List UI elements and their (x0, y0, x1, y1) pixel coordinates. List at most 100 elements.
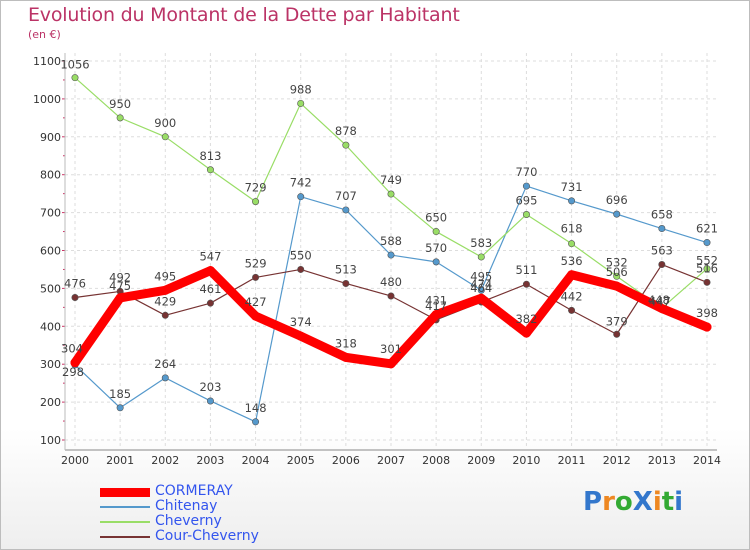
data-point-chitenay (297, 193, 305, 201)
data-point-cormeray (205, 266, 215, 276)
data-point-cormeray (702, 322, 712, 332)
data-label-cormeray: 304 (61, 342, 83, 356)
data-point-cour-cheverny (297, 265, 305, 273)
data-label-cormeray: 506 (606, 265, 628, 279)
x-tick-label: 2005 (287, 454, 315, 467)
data-point-chitenay (568, 197, 576, 205)
data-label-cormeray: 474 (470, 277, 492, 291)
data-point-chitenay (387, 251, 395, 259)
data-point-cheverny (297, 99, 305, 107)
data-point-cheverny (568, 240, 576, 248)
data-label-cour-cheverny: 476 (64, 276, 86, 290)
data-label-cour-cheverny: 550 (290, 248, 312, 262)
data-label-cormeray: 475 (109, 279, 131, 293)
data-label-cheverny: 695 (515, 193, 537, 207)
data-point-cour-cheverny (252, 273, 260, 281)
data-point-cheverny (206, 166, 214, 174)
data-point-cheverny (161, 133, 169, 141)
x-tick-label: 2004 (242, 454, 270, 467)
data-label-chitenay: 696 (606, 193, 628, 207)
y-tick-label: 800 (40, 169, 61, 182)
data-label-cheverny: 900 (154, 116, 176, 130)
data-label-cormeray: 318 (335, 336, 357, 350)
data-label-chitenay: 621 (696, 222, 718, 236)
data-label-cormeray: 536 (561, 254, 583, 268)
data-labels: 298 185 264 203 148 742 707 588 570 495 770 731 696 6… (60, 58, 718, 415)
data-label-cormeray: 447 (649, 294, 671, 308)
data-label-chitenay: 588 (380, 234, 402, 248)
data-point-cour-cheverny (206, 299, 214, 307)
data-label-chitenay: 298 (62, 365, 84, 379)
data-label-cheverny: 448 (648, 293, 670, 307)
y-tick-label: 500 (40, 282, 61, 295)
y-tick-label: 200 (40, 396, 61, 409)
data-point-cheverny (703, 265, 711, 273)
data-label-chitenay: 770 (515, 165, 537, 179)
data-point-cheverny (387, 190, 395, 198)
data-label-cour-cheverny: 513 (335, 262, 357, 276)
data-point-cour-cheverny (161, 311, 169, 319)
data-point-chitenay (206, 397, 214, 405)
data-point-cour-cheverny (522, 280, 530, 288)
data-point-cheverny (477, 253, 485, 261)
data-label-cour-cheverny: 480 (380, 275, 402, 289)
x-tick-label: 2009 (467, 454, 495, 467)
data-point-cormeray (431, 310, 441, 320)
data-point-cormeray (386, 359, 396, 369)
data-point-cormeray (160, 285, 170, 295)
data-label-chitenay: 264 (154, 357, 176, 371)
legend-swatch (100, 506, 150, 508)
data-label-chitenay: 185 (109, 387, 131, 401)
data-label-cormeray: 427 (245, 295, 267, 309)
data-label-cormeray: 398 (696, 306, 718, 320)
data-label-cour-cheverny: 417 (425, 299, 447, 313)
x-tick-label: 2007 (377, 454, 405, 467)
data-point-cour-cheverny (568, 306, 576, 314)
axes: 100 200 300 400 500 600 700 800 900 1000 1100 2000 2… (33, 53, 721, 467)
x-tick-label: 2006 (332, 454, 360, 467)
data-point-cheverny (116, 114, 124, 122)
data-label-cour-cheverny: 563 (651, 244, 673, 258)
data-label-cheverny: 532 (606, 255, 628, 269)
x-tick-label: 2001 (106, 454, 134, 467)
legend-swatch (100, 487, 150, 497)
y-tick-label: 1000 (33, 93, 61, 106)
data-label-cour-cheverny: 529 (245, 256, 267, 270)
data-point-cour-cheverny (658, 261, 666, 269)
y-tick-label: 700 (40, 207, 61, 220)
x-tick-label: 2002 (151, 454, 179, 467)
data-label-cormeray: 495 (154, 269, 176, 283)
data-point-cormeray (657, 303, 667, 313)
data-point-cheverny (613, 272, 621, 280)
data-label-chitenay: 731 (561, 180, 583, 194)
data-label-cormeray: 547 (199, 250, 221, 264)
y-tick-label: 300 (40, 358, 61, 371)
x-tick-label: 2003 (196, 454, 224, 467)
data-label-cormeray: 382 (515, 312, 537, 326)
data-point-cour-cheverny (387, 292, 395, 300)
x-tick-label: 2010 (512, 454, 540, 467)
grid-lines (65, 53, 717, 447)
data-label-cheverny: 950 (109, 97, 131, 111)
data-point-cormeray (296, 331, 306, 341)
data-label-cheverny: 552 (696, 254, 718, 268)
data-point-chitenay (703, 239, 711, 247)
data-label-cormeray: 374 (290, 315, 312, 329)
data-point-cour-cheverny (342, 279, 350, 287)
x-tick-label: 2013 (648, 454, 676, 467)
data-point-cormeray (115, 293, 125, 303)
data-point-cour-cheverny (613, 330, 621, 338)
data-point-cormeray (251, 311, 261, 321)
x-tick-label: 2014 (693, 454, 721, 467)
legend-label: Cheverny (155, 513, 222, 529)
data-point-chitenay (658, 225, 666, 233)
data-label-cheverny: 1056 (60, 58, 89, 72)
data-point-cour-cheverny (71, 293, 79, 301)
data-label-cour-cheverny: 516 (696, 261, 718, 275)
data-label-cheverny: 729 (245, 181, 267, 195)
x-tick-label: 2011 (558, 454, 586, 467)
data-label-cheverny: 618 (561, 222, 583, 236)
data-label-cheverny: 878 (335, 124, 357, 138)
